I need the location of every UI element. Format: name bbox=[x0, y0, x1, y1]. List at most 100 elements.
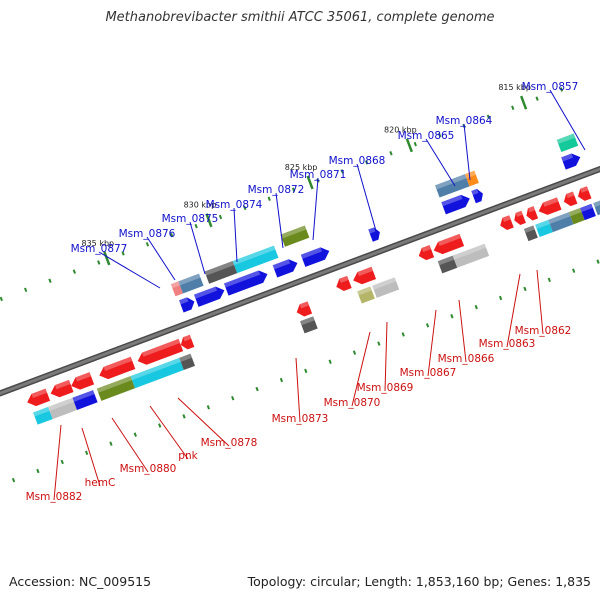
gene-label-forward[interactable]: Msm_0868 bbox=[329, 155, 386, 167]
reverse-gene[interactable] bbox=[523, 225, 538, 242]
gene-label-reverse[interactable]: Msm_0866 bbox=[438, 353, 495, 365]
reverse-gene[interactable] bbox=[580, 203, 596, 221]
forward-gene[interactable] bbox=[232, 245, 279, 274]
reverse-gene[interactable] bbox=[433, 233, 465, 255]
reverse-gene[interactable] bbox=[535, 219, 553, 237]
reverse-gene[interactable] bbox=[179, 353, 196, 371]
gene-label-reverse[interactable]: Msm_0870 bbox=[324, 397, 381, 409]
gene-shape bbox=[471, 188, 483, 204]
gene-label-reverse[interactable]: Msm_0882 bbox=[26, 491, 83, 503]
reverse-gene[interactable] bbox=[71, 372, 95, 390]
gene-shape bbox=[433, 233, 465, 255]
gene-label-reverse[interactable]: hemC bbox=[85, 477, 116, 489]
reverse-gene[interactable] bbox=[48, 397, 77, 420]
reverse-gene[interactable] bbox=[548, 212, 574, 233]
gene-label-reverse[interactable]: Msm_0862 bbox=[515, 325, 572, 337]
gene-shape bbox=[500, 215, 514, 230]
gene-label-reverse[interactable]: Msm_0878 bbox=[201, 437, 258, 449]
reverse-gene[interactable] bbox=[357, 286, 375, 304]
reverse-gene[interactable] bbox=[593, 198, 600, 216]
reverse-gene[interactable] bbox=[99, 356, 136, 380]
scale-tick bbox=[405, 138, 413, 153]
forward-gene[interactable] bbox=[170, 281, 183, 297]
gene-highlight bbox=[561, 153, 574, 162]
forward-gene[interactable] bbox=[464, 170, 479, 187]
forward-gene[interactable] bbox=[194, 286, 225, 307]
reverse-gene[interactable] bbox=[96, 376, 136, 401]
reverse-gene[interactable] bbox=[180, 334, 195, 350]
forward-gene[interactable] bbox=[471, 188, 483, 204]
scale-dot bbox=[0, 296, 3, 302]
reverse-gene[interactable] bbox=[336, 275, 352, 291]
reverse-gene[interactable] bbox=[500, 215, 514, 230]
gene-label-reverse[interactable]: Msm_0863 bbox=[479, 338, 536, 350]
reverse-gene[interactable] bbox=[130, 357, 184, 389]
reverse-gene[interactable] bbox=[526, 206, 539, 221]
gene-highlight bbox=[421, 245, 432, 253]
forward-gene[interactable] bbox=[272, 259, 298, 278]
gene-label-forward[interactable]: Msm_0875 bbox=[162, 213, 219, 225]
forward-gene[interactable] bbox=[179, 297, 195, 313]
reverse-gene[interactable] bbox=[452, 243, 490, 268]
gene-label-forward[interactable]: Msm_0874 bbox=[206, 199, 263, 211]
gene-highlight bbox=[75, 372, 92, 382]
gene-highlight bbox=[178, 273, 201, 286]
forward-gene[interactable] bbox=[280, 225, 310, 247]
forward-gene[interactable] bbox=[556, 133, 579, 153]
reverse-gene[interactable] bbox=[577, 186, 592, 201]
reverse-gene[interactable] bbox=[300, 316, 318, 334]
forward-gene[interactable] bbox=[224, 270, 268, 296]
gene-label-forward[interactable]: Msm_0872 bbox=[248, 184, 305, 196]
reverse-gene[interactable] bbox=[137, 338, 184, 365]
scale-tick bbox=[103, 251, 111, 266]
gene-label-forward[interactable]: Msm_0865 bbox=[398, 130, 455, 142]
gene-label-reverse[interactable]: Msm_0880 bbox=[120, 463, 177, 475]
gene-shape bbox=[548, 212, 574, 233]
gene-highlight bbox=[527, 206, 536, 213]
gene-shape bbox=[437, 255, 458, 274]
gene-label-reverse[interactable]: pnk bbox=[178, 450, 198, 462]
reverse-gene[interactable] bbox=[437, 255, 458, 274]
reverse-gene[interactable] bbox=[538, 197, 562, 215]
reverse-gene[interactable] bbox=[563, 191, 578, 207]
gene-label-forward[interactable]: Msm_0876 bbox=[119, 228, 176, 240]
reverse-gene[interactable] bbox=[418, 245, 435, 261]
forward-gene[interactable] bbox=[435, 174, 470, 198]
forward-gene[interactable] bbox=[561, 153, 581, 170]
gene-shape bbox=[194, 286, 225, 307]
reverse-gene[interactable] bbox=[50, 379, 74, 398]
scale-dot bbox=[109, 441, 113, 446]
scale-dot bbox=[450, 314, 454, 319]
gene-shape bbox=[178, 273, 204, 294]
forward-gene[interactable] bbox=[441, 194, 470, 215]
gene-shape bbox=[170, 281, 183, 297]
forward-gene[interactable] bbox=[300, 247, 330, 267]
forward-gene[interactable] bbox=[204, 261, 238, 284]
gene-highlight bbox=[542, 197, 559, 207]
gene-highlight bbox=[103, 356, 133, 371]
gene-highlight bbox=[437, 233, 462, 246]
gene-label-reverse[interactable]: Msm_0867 bbox=[400, 367, 457, 379]
reverse-gene[interactable] bbox=[33, 406, 53, 425]
gene-label-forward[interactable]: Msm_0877 bbox=[71, 243, 128, 255]
reverse-gene[interactable] bbox=[514, 210, 526, 226]
forward-gene[interactable] bbox=[178, 273, 204, 294]
scale-dot bbox=[84, 450, 89, 456]
reverse-gene[interactable] bbox=[372, 277, 400, 298]
gene-label-forward[interactable]: Msm_0864 bbox=[436, 115, 493, 127]
forward-gene[interactable] bbox=[368, 227, 380, 242]
gene-label-forward[interactable]: Msm_0857 bbox=[522, 81, 579, 93]
reverse-gene[interactable] bbox=[27, 388, 51, 407]
gene-shape bbox=[33, 406, 53, 425]
scale-dot bbox=[401, 332, 405, 337]
reverse-gene[interactable] bbox=[353, 266, 377, 285]
reverse-gene[interactable] bbox=[72, 390, 98, 410]
gene-label-forward[interactable]: Msm_0871 bbox=[290, 169, 347, 181]
reverse-gene[interactable] bbox=[296, 301, 313, 317]
gene-label-reverse[interactable]: Msm_0869 bbox=[357, 382, 414, 394]
gene-highlight bbox=[556, 133, 576, 144]
gene-label-reverse[interactable]: Msm_0873 bbox=[272, 413, 329, 425]
reverse-gene[interactable] bbox=[568, 207, 585, 225]
label-leader bbox=[111, 417, 149, 473]
